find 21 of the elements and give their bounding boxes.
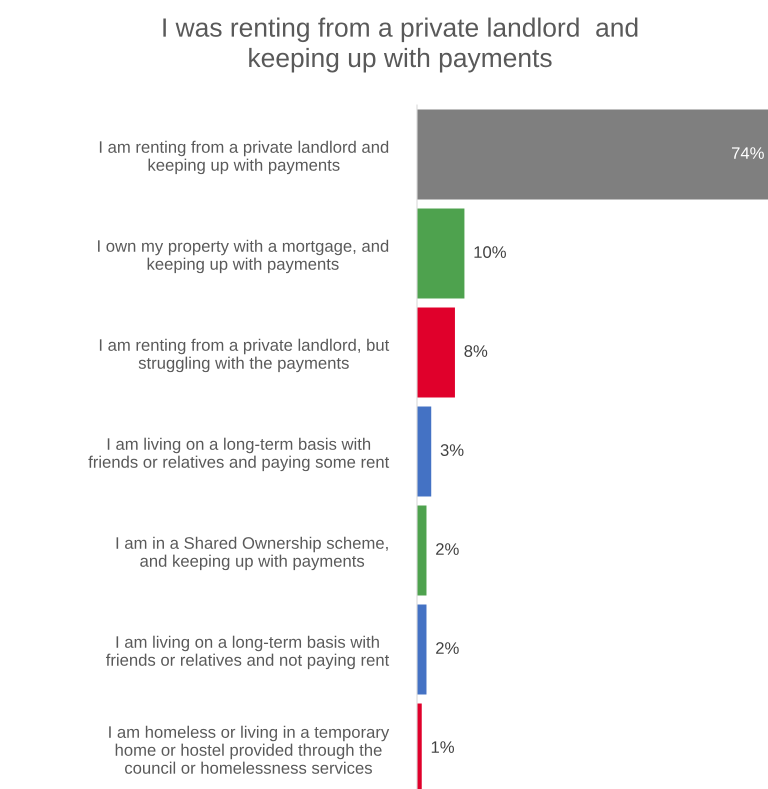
data-label: 8% xyxy=(464,345,488,357)
y-tick-label: I am in a Shared Ownership scheme, and keeping up with payments xyxy=(116,536,388,570)
y-tick-label: I am living on a long-term basis with friends or relatives and paying some rent xyxy=(88,438,390,472)
y-tick-label: I own my property with a mortgage, and keeping up with payments xyxy=(98,240,388,274)
bar xyxy=(417,307,455,398)
data-label: 74% xyxy=(732,147,764,159)
data-label: 2% xyxy=(436,642,459,654)
y-tick-label: I am renting from a private landlord and keeping up with payments xyxy=(100,140,388,174)
data-label: 10% xyxy=(474,246,506,258)
bar xyxy=(417,406,432,497)
data-label: 3% xyxy=(440,444,464,456)
bar xyxy=(417,208,464,299)
bar xyxy=(417,505,426,596)
y-tick-label: I am renting from a private landlord, but struggling with the payments xyxy=(100,338,390,372)
chart-title: I was renting from a private landlord and keeping up with payments xyxy=(163,18,638,72)
bar xyxy=(417,604,426,695)
data-label: 1% xyxy=(432,741,454,753)
y-tick-label: I am living on a long-term basis with friends or relatives and not paying rent xyxy=(106,636,390,670)
data-label: 2% xyxy=(436,543,459,555)
bar xyxy=(417,109,768,200)
y-tick-label: I am homeless or living in a temporary home or hostel provided through the council or homelessness services xyxy=(109,726,390,774)
